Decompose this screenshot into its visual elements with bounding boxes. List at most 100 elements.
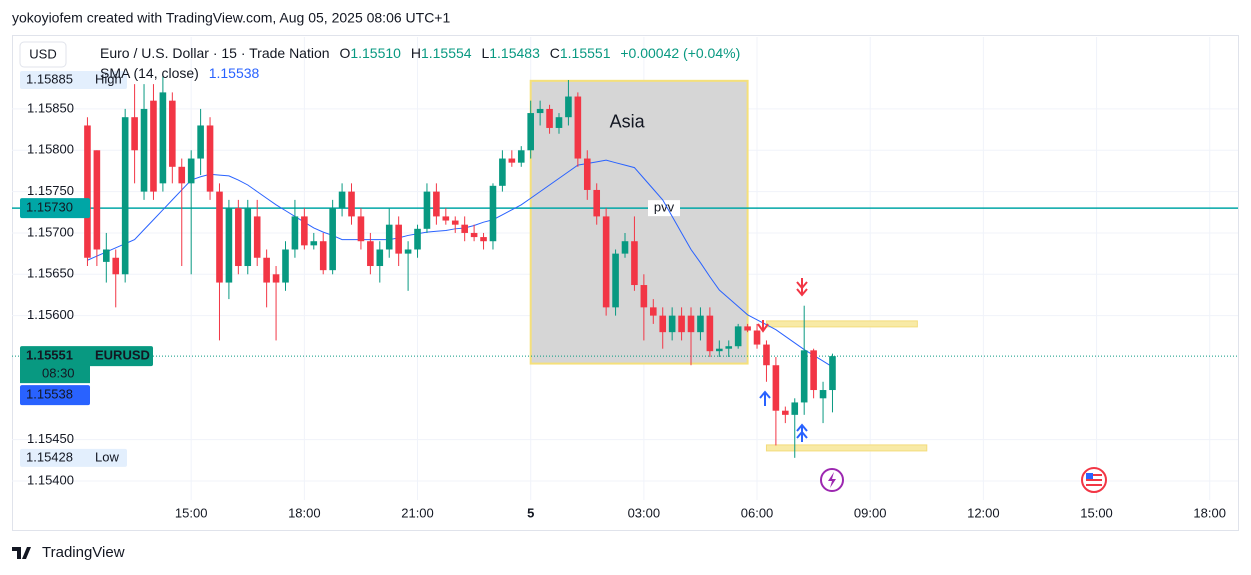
y-tick-label: 1.15650: [27, 266, 74, 281]
candle-body: [404, 249, 412, 254]
y-tick-label: 1.15850: [27, 100, 74, 115]
candle-body: [291, 216, 299, 250]
ohlc-value: 1.15510: [350, 45, 401, 61]
ohlc-value: 1.15554: [421, 45, 472, 61]
candle-body: [744, 326, 751, 331]
candle-body: [121, 117, 129, 275]
candle-body: [697, 315, 704, 333]
x-tick-label: 5: [527, 505, 534, 520]
candle-body: [517, 150, 525, 163]
low-marker-price: 1.15428: [26, 449, 73, 464]
candle-body: [423, 191, 431, 229]
flag-icon: [1081, 467, 1107, 493]
y-tick-label: 1.15400: [27, 472, 74, 487]
legend-header: Euro / U.S. Dollar · 15 · Trade Nation O…: [100, 45, 740, 61]
candle-body: [659, 315, 667, 333]
candle-body: [725, 346, 733, 349]
last-price: 1.15551: [26, 348, 73, 363]
candle-body: [197, 125, 204, 159]
level-label-bg: [648, 200, 680, 217]
candle-body: [583, 158, 591, 190]
chart-frame: [12, 35, 1239, 531]
x-tick-label: 21:00: [401, 505, 434, 520]
candle-body: [385, 224, 393, 250]
sma-price-bg: [20, 385, 90, 406]
candle-body: [225, 208, 233, 283]
candle-body: [451, 220, 459, 225]
candle-body: [612, 253, 619, 308]
candle-body: [527, 113, 534, 151]
sma-price: 1.15538: [26, 387, 73, 402]
candle-body: [140, 108, 148, 192]
currency[interactable]: USD: [29, 46, 56, 61]
candle-body: [631, 241, 638, 286]
candle-body: [395, 224, 402, 254]
y-tick-label: 1.15700: [27, 224, 74, 239]
candle-body: [253, 216, 261, 258]
session-label: Asia: [610, 112, 646, 132]
x-tick-label: 03:00: [628, 505, 661, 520]
candle-body: [84, 125, 91, 258]
candle-body: [178, 166, 186, 184]
candle-body: [470, 232, 478, 238]
candle-body: [753, 330, 761, 345]
candle-body: [244, 208, 252, 267]
high-marker-label: High: [95, 71, 122, 86]
sell-arrow-icon: [757, 278, 808, 333]
ohlc-key: O: [339, 45, 350, 61]
candle-body: [593, 189, 601, 217]
low-marker-bg: [20, 448, 127, 467]
candle-body: [640, 285, 648, 308]
zone: [765, 444, 928, 452]
candle-body: [357, 216, 365, 242]
x-tick-label: 06:00: [741, 505, 774, 520]
candle-body: [574, 96, 582, 159]
candle-body: [829, 356, 836, 391]
countdown: 08:30: [42, 366, 75, 381]
candle-body: [367, 241, 374, 267]
high-marker-bg: [20, 70, 127, 89]
candle-body: [499, 158, 506, 186]
candle-body: [159, 92, 167, 184]
ohlc-key: C: [550, 45, 560, 61]
ohlc-key: L: [481, 45, 489, 61]
candle-body: [206, 125, 214, 192]
candle-body: [376, 249, 384, 267]
countdown-bg: [20, 364, 90, 384]
y-tick-label: 1.15750: [27, 183, 74, 198]
candle-body: [602, 216, 610, 308]
candle-body: [678, 315, 685, 333]
event-icon: [820, 468, 844, 492]
x-tick-label: 15:00: [1080, 505, 1113, 520]
candle-body: [301, 216, 308, 246]
candle-body: [706, 315, 714, 352]
overlay: 1.15400 1.15450 1.15600 1.15650 1.15700 1.157…: [20, 70, 1226, 520]
candle-body: [310, 241, 318, 246]
x-tick-label: 18:00: [1193, 505, 1226, 520]
change: +0.00042 (+0.04%): [620, 45, 740, 61]
level-price-bg: [20, 198, 90, 219]
buy-arrow-icon: [759, 390, 808, 442]
currency-button[interactable]: [19, 41, 67, 68]
symbol-title: Euro / U.S. Dollar · 15 · Trade Nation: [100, 45, 330, 61]
candle-body: [772, 365, 780, 411]
low-marker-label: Low: [95, 449, 119, 464]
candle-body: [433, 191, 440, 217]
candle-body: [819, 390, 827, 399]
last-price-bg: [20, 346, 153, 367]
candle-body: [810, 350, 817, 391]
candle-body: [131, 117, 138, 151]
attribution: yokoyiofem created with TradingView.com,…: [12, 10, 450, 26]
candle-body: [235, 208, 242, 267]
y-tick-label: 1.15800: [27, 142, 74, 157]
candle-body: [103, 249, 110, 262]
candle-body: [216, 191, 223, 283]
sma-value: 1.15538: [209, 65, 260, 81]
high-marker-price: 1.15885: [26, 71, 73, 86]
candle-body: [489, 185, 497, 242]
candle-body: [668, 315, 676, 333]
y-tick-label: 1.15600: [27, 307, 74, 322]
candle-body: [319, 241, 327, 271]
